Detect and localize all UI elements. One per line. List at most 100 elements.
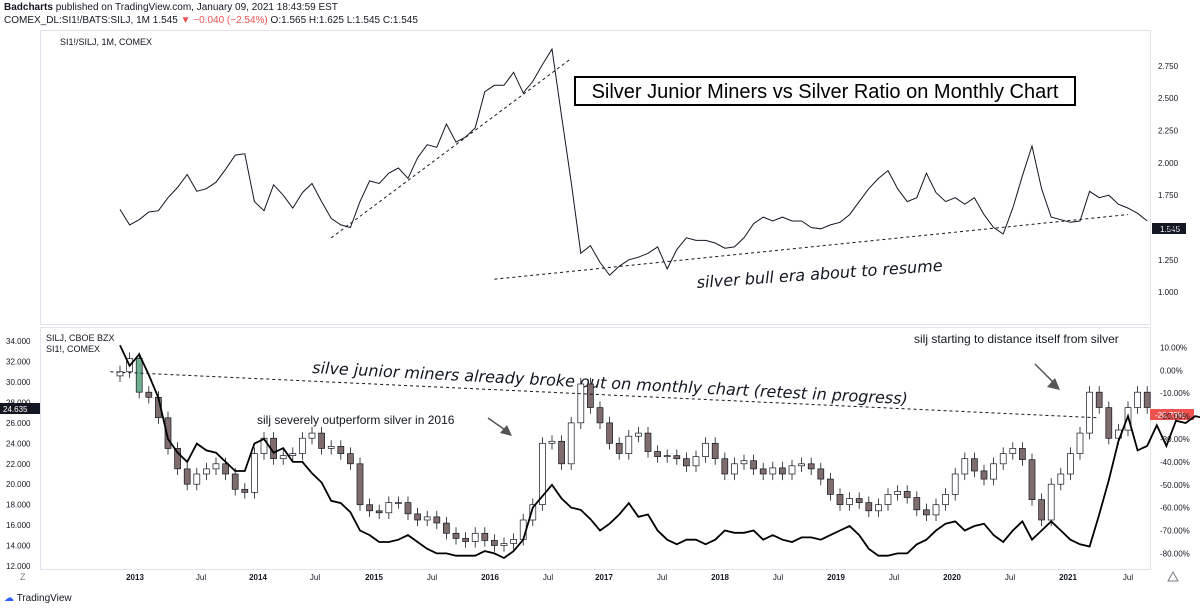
candle [903,491,911,498]
candle [923,509,930,516]
candle [836,494,844,505]
candle [183,468,191,485]
annotation-bull-era: silver bull era about to resume [696,256,943,292]
axes-layer: 2.750 2.500 2.250 2.000 1.750 1.500 1.250 1.000… [6,62,1190,582]
candle [1019,448,1026,460]
ratio-y-tick: 2.500 [1158,94,1179,103]
arrow-2016-head [500,425,512,436]
ratio-chart-layer [119,47,1148,280]
candle [606,422,613,444]
ratio-y-tick: 2.750 [1158,62,1179,71]
ratio-price-tag-text: 1.545 [1160,225,1181,234]
tradingview-logo-icon: ☁ [4,593,14,604]
x-tick: 2018 [711,573,729,582]
ratio-line [119,47,1148,277]
ratio-price-tag [1152,223,1186,234]
candle [721,458,729,475]
candle [135,358,143,393]
candle [1028,459,1036,500]
silj-price-tag [0,403,40,414]
candle [951,473,959,495]
x-tick: Jul [889,573,899,582]
x-tick: Jul [196,573,206,582]
candle [145,391,153,398]
candle [452,532,460,539]
candle [711,442,719,459]
candle [375,510,383,514]
candle [894,491,901,495]
footer-brand[interactable]: ☁ TradingView [4,593,72,604]
annotation-2016: silj severely outperform silver in 2016 [257,413,455,427]
x-tick: 2021 [1059,573,1077,582]
x-tick: Jul [1123,573,1133,582]
z-icon[interactable]: Z [20,572,26,582]
x-tick: Jul [543,573,553,582]
candle [558,440,565,465]
ratio-y-tick: 1.000 [1158,288,1179,297]
candle [222,463,229,475]
trendline-rise [330,58,571,239]
top-panel-frame [40,30,1151,325]
pct-y-tick: -10.00% [1160,389,1190,398]
candle [529,504,537,521]
silj-y-tick: 30.000 [6,378,31,387]
candle [750,460,757,470]
candle [251,453,258,493]
candle [596,407,604,424]
pct-y-tick: -20.00% [1160,412,1190,421]
candle [692,456,700,467]
trendline-support [494,214,1129,280]
candle [318,432,325,449]
candle [327,446,335,449]
ratio-y-tick: 2.000 [1158,159,1179,168]
candle [875,504,882,512]
candle [414,513,421,521]
candle [644,432,652,452]
pct-y-tick: -80.00% [1160,549,1190,558]
author-name[interactable]: Badcharts [4,2,53,13]
ratio-y-tick: 1.500 [1158,224,1179,233]
trendline-breakout [110,371,1099,419]
log-scale-icon[interactable] [1167,570,1179,582]
candle [356,463,364,506]
candle [1057,473,1065,485]
candle [1143,391,1151,408]
candle [884,494,892,505]
x-tick: Jul [310,573,320,582]
candle [539,442,546,505]
candle [548,440,556,444]
pct-y-tick: -40.00% [1160,458,1190,467]
x-tick: 2015 [365,573,383,582]
candle [932,504,940,516]
bottom-legend-si: SI1!, COMEX [46,344,100,354]
title-box [574,76,1076,106]
silj-chart-layer [110,344,1200,560]
candle [443,522,450,534]
candle [673,455,681,460]
header-line-1: Badcharts published on TradingView.com, … [4,2,338,13]
candle [366,504,373,512]
candle [404,502,412,515]
candle [1009,448,1017,454]
arrow-distance-head [1047,378,1060,390]
price-change: −0.040 (−2.54%) [193,15,268,26]
x-tick: Jul [657,573,667,582]
candle [1095,391,1103,408]
candle [481,532,489,541]
candle [731,463,738,475]
published-text: published on TradingView.com, January 09… [55,2,338,13]
brand-text: TradingView [16,593,72,604]
candle [807,463,815,470]
pct-price-tag-text: -20.73% [1155,411,1185,420]
silj-y-tick: 24.000 [6,439,31,448]
candle [299,437,306,454]
candle [961,458,969,475]
candle [212,463,220,470]
candle [846,498,853,505]
ohlc-values: O:1.565 H:1.625 L:1.545 C:1.545 [270,15,418,26]
pct-y-tick: -50.00% [1160,481,1190,490]
silj-y-tick: 28.000 [6,398,31,407]
silj-y-tick: 14.000 [6,542,31,551]
candle [817,468,825,480]
